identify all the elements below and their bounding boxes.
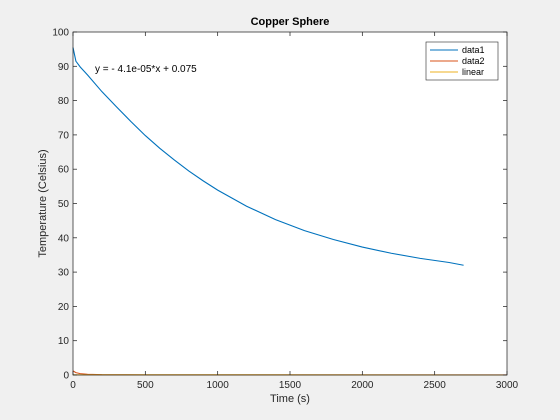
legend-label-data1: data1 <box>462 45 485 55</box>
x-tick-label: 1500 <box>279 380 302 391</box>
legend-label-linear: linear <box>462 67 484 77</box>
series-line-data1 <box>72 47 464 266</box>
y-tick-label: 70 <box>58 130 70 141</box>
x-tick-label: 500 <box>137 380 154 391</box>
x-tick-label: 1000 <box>207 380 230 391</box>
y-tick-label: 40 <box>58 233 70 244</box>
fit-equation-annotation: y = - 4.1e-05*x + 0.075 <box>95 64 197 75</box>
y-tick-label: 30 <box>58 268 70 279</box>
y-tick-label: 50 <box>58 199 70 210</box>
chart-title: Copper Sphere <box>251 16 330 28</box>
x-tick-label: 0 <box>70 380 76 391</box>
y-tick-label: 10 <box>58 336 70 347</box>
x-tick-label: 2500 <box>424 380 447 391</box>
y-tick-label: 80 <box>58 96 70 107</box>
x-tick-label: 3000 <box>496 380 519 391</box>
y-axis-label: Temperature (Celsius) <box>37 149 49 257</box>
x-tick-label: 2000 <box>351 380 374 391</box>
legend-label-data2: data2 <box>462 56 485 66</box>
y-tick-label: 20 <box>58 302 70 313</box>
y-tick-label: 60 <box>58 165 70 176</box>
plot-frame <box>72 31 508 376</box>
x-axis-label: Time (s) <box>270 393 310 405</box>
y-tick-label: 90 <box>58 62 70 73</box>
y-tick-label: 0 <box>63 371 69 382</box>
plot-area <box>73 32 507 375</box>
y-tick-label: 100 <box>52 28 69 39</box>
